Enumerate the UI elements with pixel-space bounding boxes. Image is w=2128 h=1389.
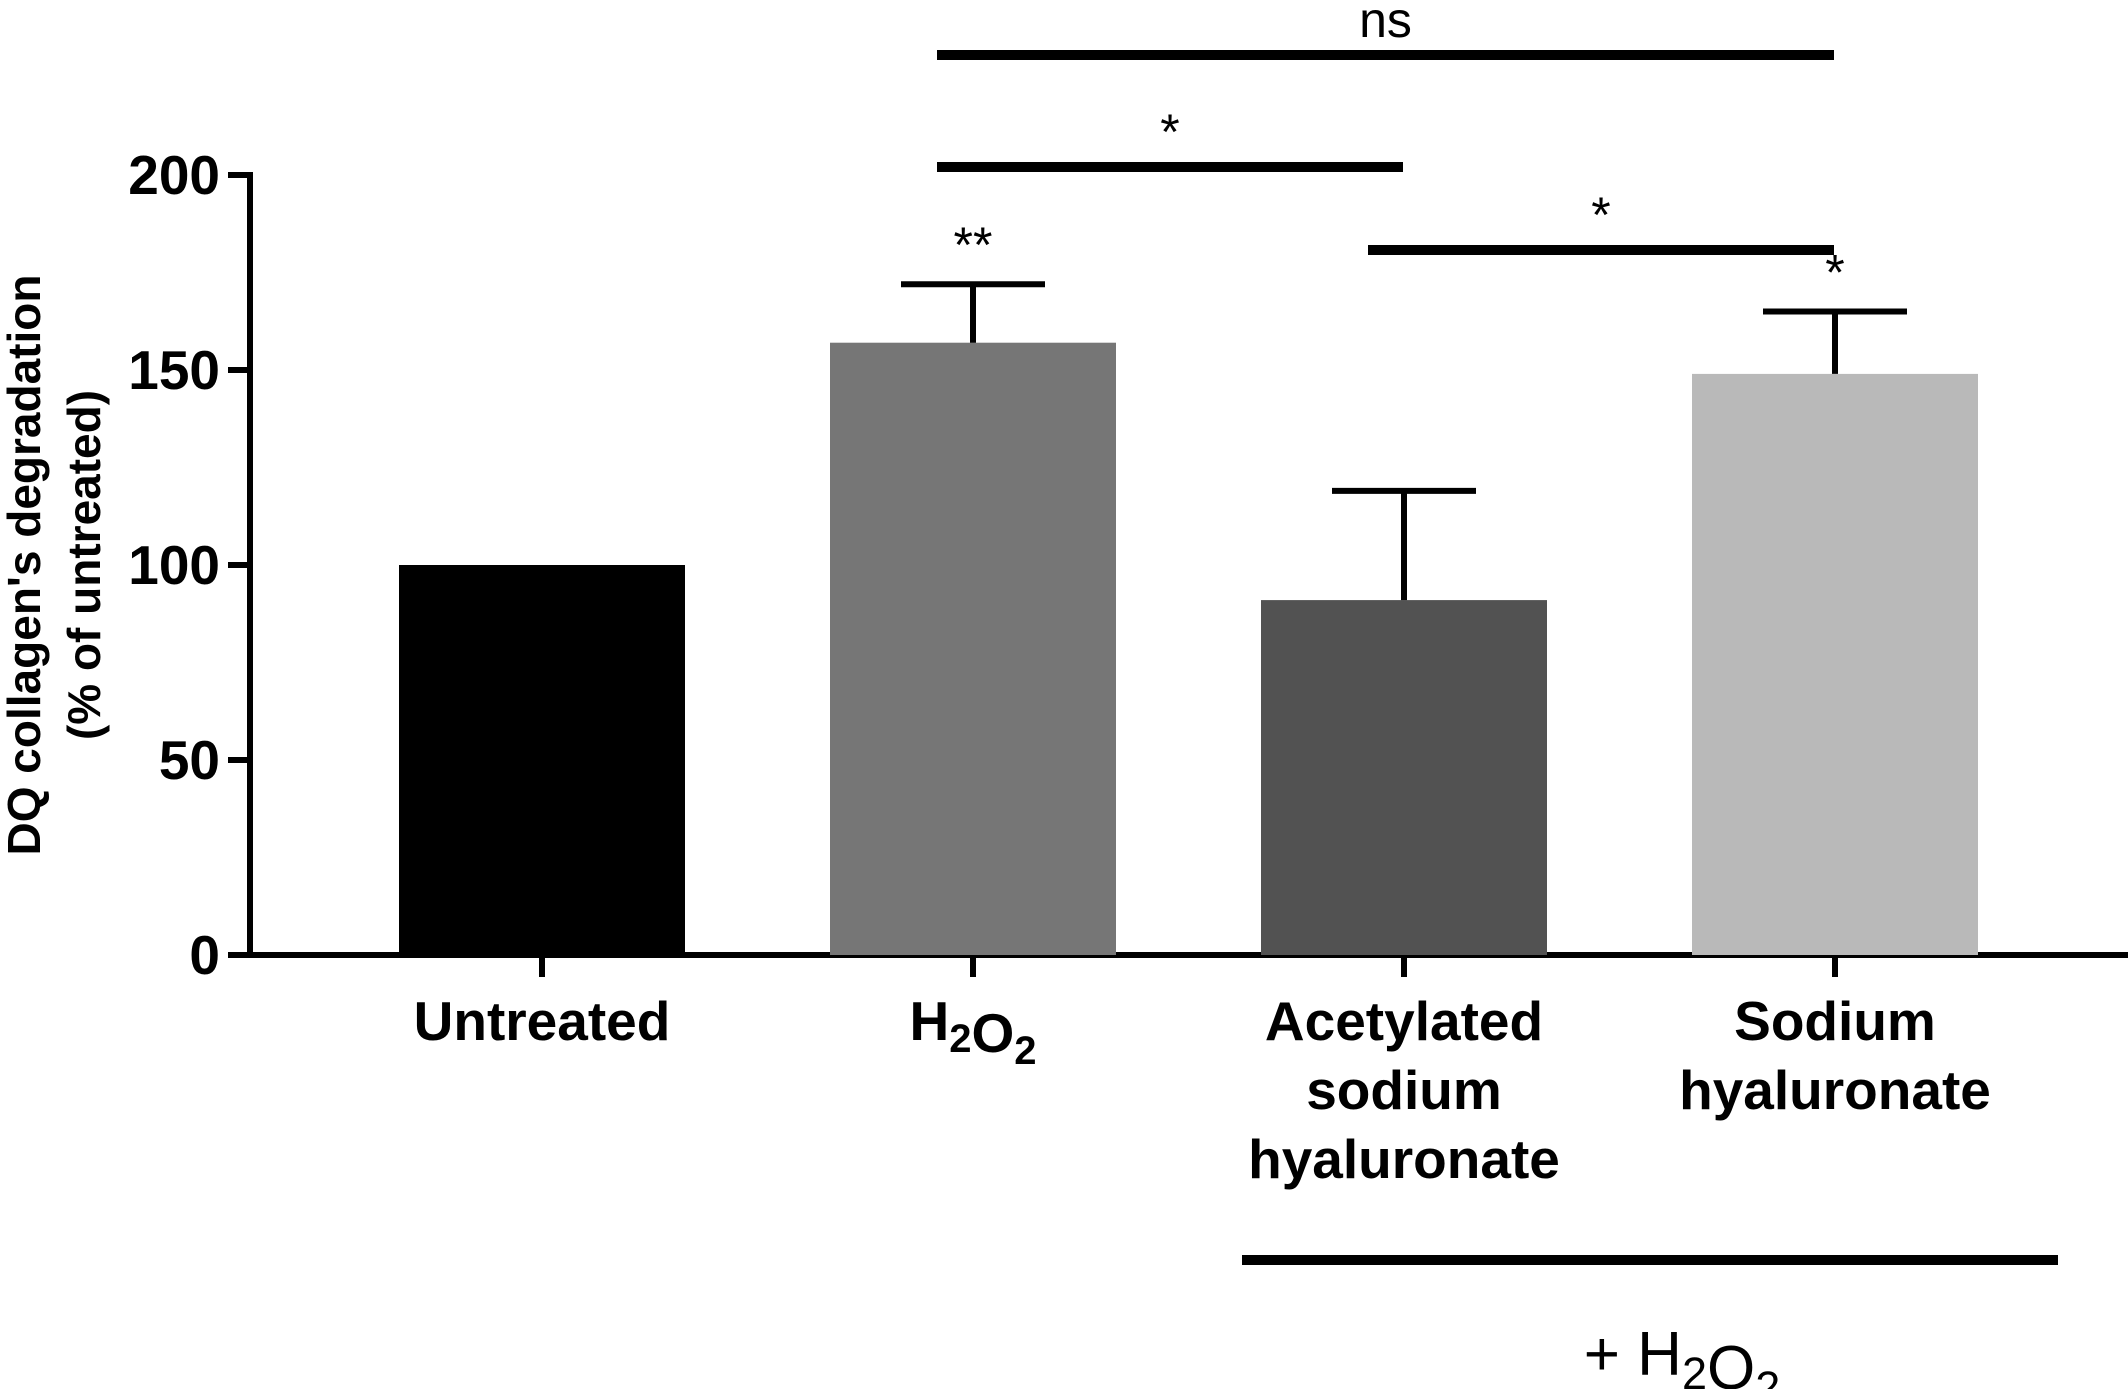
x-category-label: hyaluronate — [1679, 1059, 1991, 1121]
group-label: + H2O2 — [1584, 1320, 1781, 1389]
bar — [830, 342, 1116, 955]
bars — [399, 342, 1978, 955]
x-category-label: Sodium — [1734, 990, 1936, 1052]
x-category-label: Acetylated — [1265, 990, 1543, 1052]
x-category-label: Untreated — [414, 990, 671, 1052]
bar — [1692, 373, 1978, 955]
bar — [399, 565, 685, 955]
y-tick-label: 0 — [189, 924, 220, 986]
significance-marker: * — [1825, 245, 1844, 301]
comparison-label: * — [1591, 187, 1610, 243]
y-tick-label: 200 — [128, 144, 220, 206]
y-tick-label: 150 — [128, 339, 220, 401]
significance-marker: ** — [954, 217, 993, 273]
y-tick-label: 100 — [128, 534, 220, 596]
error-bars — [901, 281, 1907, 601]
significance-annotations: ** *ns** — [937, 0, 1845, 301]
x-axis-labels: Untreated H2O2 Acetylated sodium hyaluronate… — [414, 990, 1991, 1190]
y-axis-title-line: DQ collagen's degradation — [0, 275, 50, 856]
comparison-label: * — [1160, 104, 1179, 160]
y-tick-label: 50 — [159, 729, 220, 791]
x-category-label: H2O2 — [909, 990, 1036, 1073]
bar — [1261, 600, 1547, 955]
y-axis-title-line: (% of untreated) — [58, 390, 110, 740]
x-category-label: hyaluronate — [1248, 1128, 1560, 1190]
x-category-label: sodium — [1306, 1059, 1502, 1121]
treatment-group-bracket: + H2O2 — [1242, 1255, 2058, 1389]
y-axis-title: DQ collagen's degradation (% of untreated… — [0, 275, 110, 856]
comparison-label: ns — [1359, 0, 1412, 48]
